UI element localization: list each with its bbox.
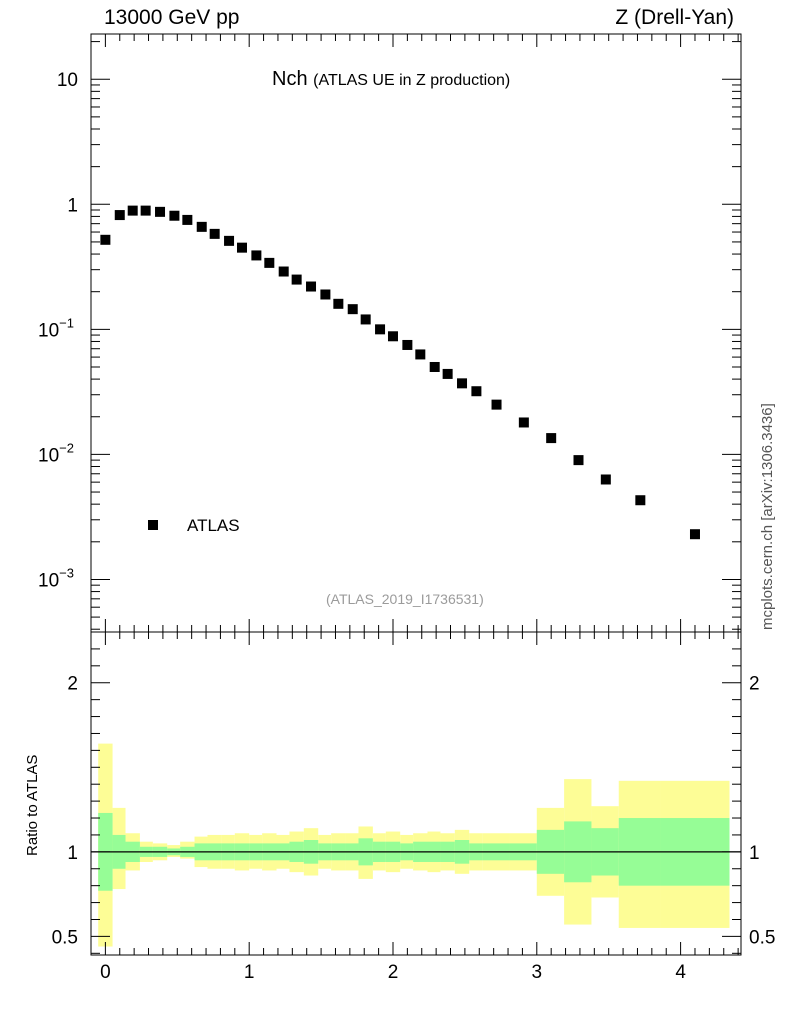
x-axis-ticks — [90, 34, 739, 955]
data-point — [387, 331, 398, 342]
data-point — [635, 495, 646, 506]
data-point — [140, 205, 151, 216]
data-point — [429, 361, 440, 372]
side-credit: mcplots.cern.ch [arXiv:1306.3436] — [759, 403, 776, 630]
main-plot-frame — [90, 33, 742, 633]
data-point — [236, 242, 247, 253]
y-tick-label: 10−3 — [38, 565, 74, 591]
data-point — [375, 324, 386, 335]
data-point — [457, 378, 468, 389]
data-point — [415, 349, 426, 360]
data-point — [471, 386, 482, 397]
data-point — [360, 314, 371, 325]
y-tick-label: 10−1 — [38, 315, 74, 341]
data-point — [491, 399, 502, 410]
data-point — [347, 304, 358, 315]
ratio-y-tick-label-right: 0.5 — [749, 927, 775, 948]
y-tick-label: 1 — [67, 195, 78, 216]
ratio-y-tick-label: 2 — [67, 674, 78, 695]
process-label: Z (Drell-Yan) — [615, 6, 734, 29]
legend-marker-atlas — [148, 520, 158, 530]
ratio-y-axis-ticks — [91, 631, 741, 954]
data-point — [196, 221, 207, 232]
ratio-y-tick-label-right: 1 — [749, 843, 760, 864]
data-point — [291, 274, 302, 285]
data-point — [573, 455, 584, 466]
x-tick-label: 1 — [244, 962, 255, 983]
data-point — [402, 339, 413, 350]
beam-energy-label: 13000 GeV pp — [104, 6, 240, 29]
ratio-y-axis-label: Ratio to ATLAS — [24, 754, 41, 856]
data-point — [442, 368, 453, 379]
main-y-axis-ticks — [91, 41, 741, 630]
y-tick-label: 10 — [57, 70, 78, 91]
ratio-bands — [98, 743, 730, 947]
atlas-data-points — [100, 205, 700, 540]
data-point — [127, 205, 138, 216]
plot-title-main: Nch — [272, 68, 308, 90]
ratio-y-tick-label: 0.5 — [52, 927, 78, 948]
data-point — [209, 228, 220, 239]
data-point — [169, 210, 180, 221]
ratio-y-tick-label: 1 — [67, 843, 78, 864]
data-point — [100, 234, 111, 245]
ratio-y-tick-label-right: 2 — [749, 674, 760, 695]
data-point — [600, 474, 611, 485]
x-tick-label: 0 — [100, 962, 111, 983]
legend-entry-atlas: ATLAS — [187, 516, 240, 535]
x-tick-label: 2 — [388, 962, 399, 983]
analysis-id-label: (ATLAS_2019_I1736531) — [326, 591, 484, 607]
data-point — [182, 214, 193, 225]
data-point — [264, 257, 275, 268]
data-point — [306, 281, 317, 292]
data-point — [333, 298, 344, 309]
data-point — [320, 289, 331, 300]
ratio-plot-frame — [90, 631, 742, 956]
data-point — [278, 266, 289, 277]
y-tick-label: 10−2 — [38, 440, 74, 466]
data-point — [155, 206, 166, 217]
x-tick-label: 4 — [675, 962, 686, 983]
data-point — [546, 433, 557, 444]
data-point — [251, 250, 262, 261]
plot-title: Nch (ATLAS UE in Z production) — [272, 68, 510, 91]
data-point — [114, 210, 125, 221]
x-tick-label: 3 — [532, 962, 543, 983]
plot-title-subtitle: (ATLAS UE in Z production) — [313, 72, 511, 89]
data-point — [518, 417, 529, 428]
data-point — [224, 235, 235, 246]
data-point — [689, 529, 700, 540]
